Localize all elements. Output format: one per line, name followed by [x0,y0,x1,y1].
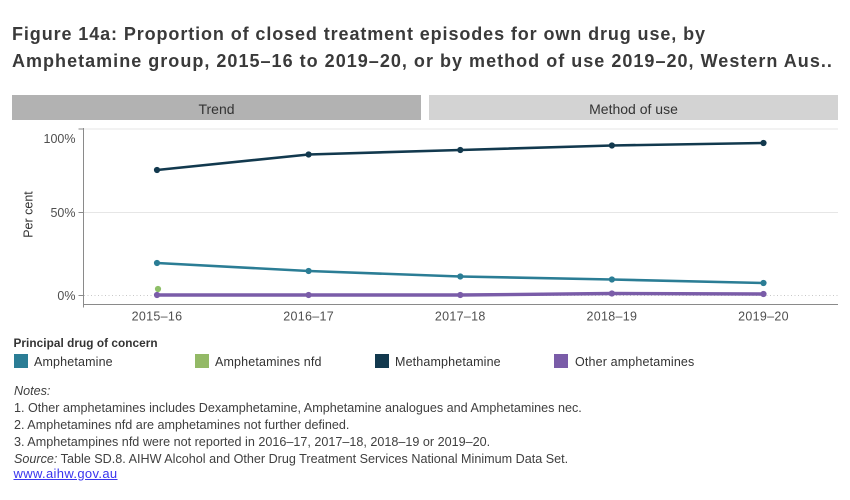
svg-text:2015–16: 2015–16 [132,310,183,324]
svg-text:2018–19: 2018–19 [587,310,638,324]
svg-text:2016–17: 2016–17 [283,310,334,324]
svg-text:0%: 0% [57,289,75,303]
svg-text:Per cent: Per cent [22,191,36,238]
svg-text:100%: 100% [44,132,76,146]
svg-text:2017–18: 2017–18 [435,310,486,324]
svg-text:50%: 50% [50,206,75,220]
svg-text:2019–20: 2019–20 [738,310,789,324]
